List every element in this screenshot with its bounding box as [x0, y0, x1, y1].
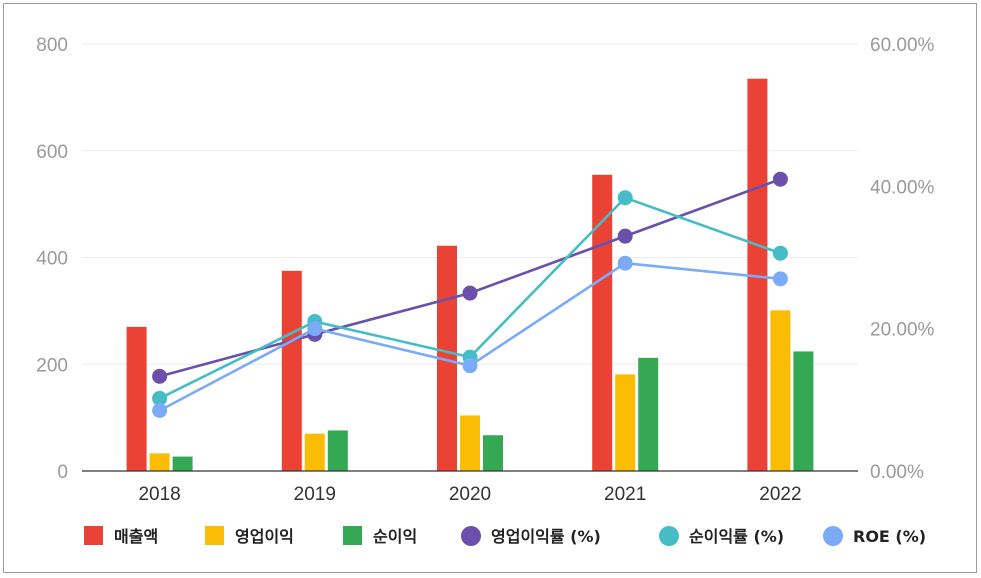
bar-2: [460, 415, 480, 471]
line-point-2: [152, 390, 168, 406]
line-point-3: [462, 358, 478, 374]
x-tick-label: 2019: [294, 484, 336, 505]
line-point-3: [152, 403, 168, 419]
legend: 매출액 영업이익 순이익 영업이익률 (%) 순이익률 (%) ROE (%): [84, 526, 926, 546]
line-point-1: [617, 228, 633, 244]
line-point-3: [772, 271, 788, 287]
bar-3: [793, 351, 814, 471]
x-tick-label: 2018: [138, 484, 180, 505]
bar-2: [615, 374, 636, 471]
bar-3: [483, 435, 503, 471]
x-tick-label: 2022: [759, 484, 801, 505]
bar-2: [304, 433, 325, 471]
legend-swatch: [823, 526, 843, 546]
bar-3: [172, 456, 193, 471]
x-tick-label: 2021: [604, 484, 646, 505]
bars: [126, 78, 814, 472]
legend-label: ROE (%): [853, 527, 926, 546]
bar-2: [149, 453, 170, 471]
y-left-tick-label: 400: [36, 249, 68, 270]
bar-1: [437, 245, 457, 471]
bar-1: [592, 174, 613, 472]
legend-label: 영업이익률 (%): [491, 527, 601, 546]
gridlines: [82, 43, 858, 365]
legend-swatch: [205, 526, 224, 545]
bar-1: [281, 270, 302, 471]
y-left-tick-label: 0: [57, 462, 68, 483]
line-series-3: [158, 261, 781, 412]
legend-label: 영업이익: [235, 527, 294, 546]
x-tick-label: 2020: [449, 484, 491, 505]
legend-label: 순이익: [373, 527, 417, 546]
y-right-tick-label: 40.00%: [870, 177, 935, 198]
legend-swatch: [461, 526, 481, 546]
line-point-3: [307, 321, 323, 337]
legend-swatch: [343, 526, 362, 545]
line-point-1: [462, 285, 478, 301]
y-right-tick-label: 0.00%: [870, 462, 924, 483]
chart-frame: [3, 3, 977, 573]
legend-label: 순이익률 (%): [689, 527, 784, 546]
y-left-tick-label: 200: [36, 355, 68, 376]
lines: [152, 171, 788, 419]
line-point-1: [152, 368, 168, 384]
y-right-tick-label: 20.00%: [870, 320, 935, 341]
legend-label: 매출액: [114, 527, 158, 546]
bar-3: [327, 430, 348, 471]
legend-swatch: [659, 526, 679, 546]
axes: 0 200 400 600 800 0.00% 20.00% 40.00% 60.00% 2018…: [36, 35, 934, 505]
y-right-tick-label: 60.00%: [870, 35, 935, 56]
line-point-2: [617, 190, 633, 206]
line-series-1: [159, 177, 781, 378]
line-point-3: [617, 255, 633, 271]
line-point-2: [772, 245, 788, 261]
legend-swatch: [84, 526, 103, 545]
bar-2: [770, 310, 791, 471]
y-left-tick-label: 800: [36, 35, 68, 56]
y-left-tick-label: 600: [36, 142, 68, 163]
bar-3: [638, 357, 659, 471]
bar-1: [126, 326, 147, 471]
bar-1: [747, 78, 768, 471]
line-point-1: [772, 171, 788, 187]
